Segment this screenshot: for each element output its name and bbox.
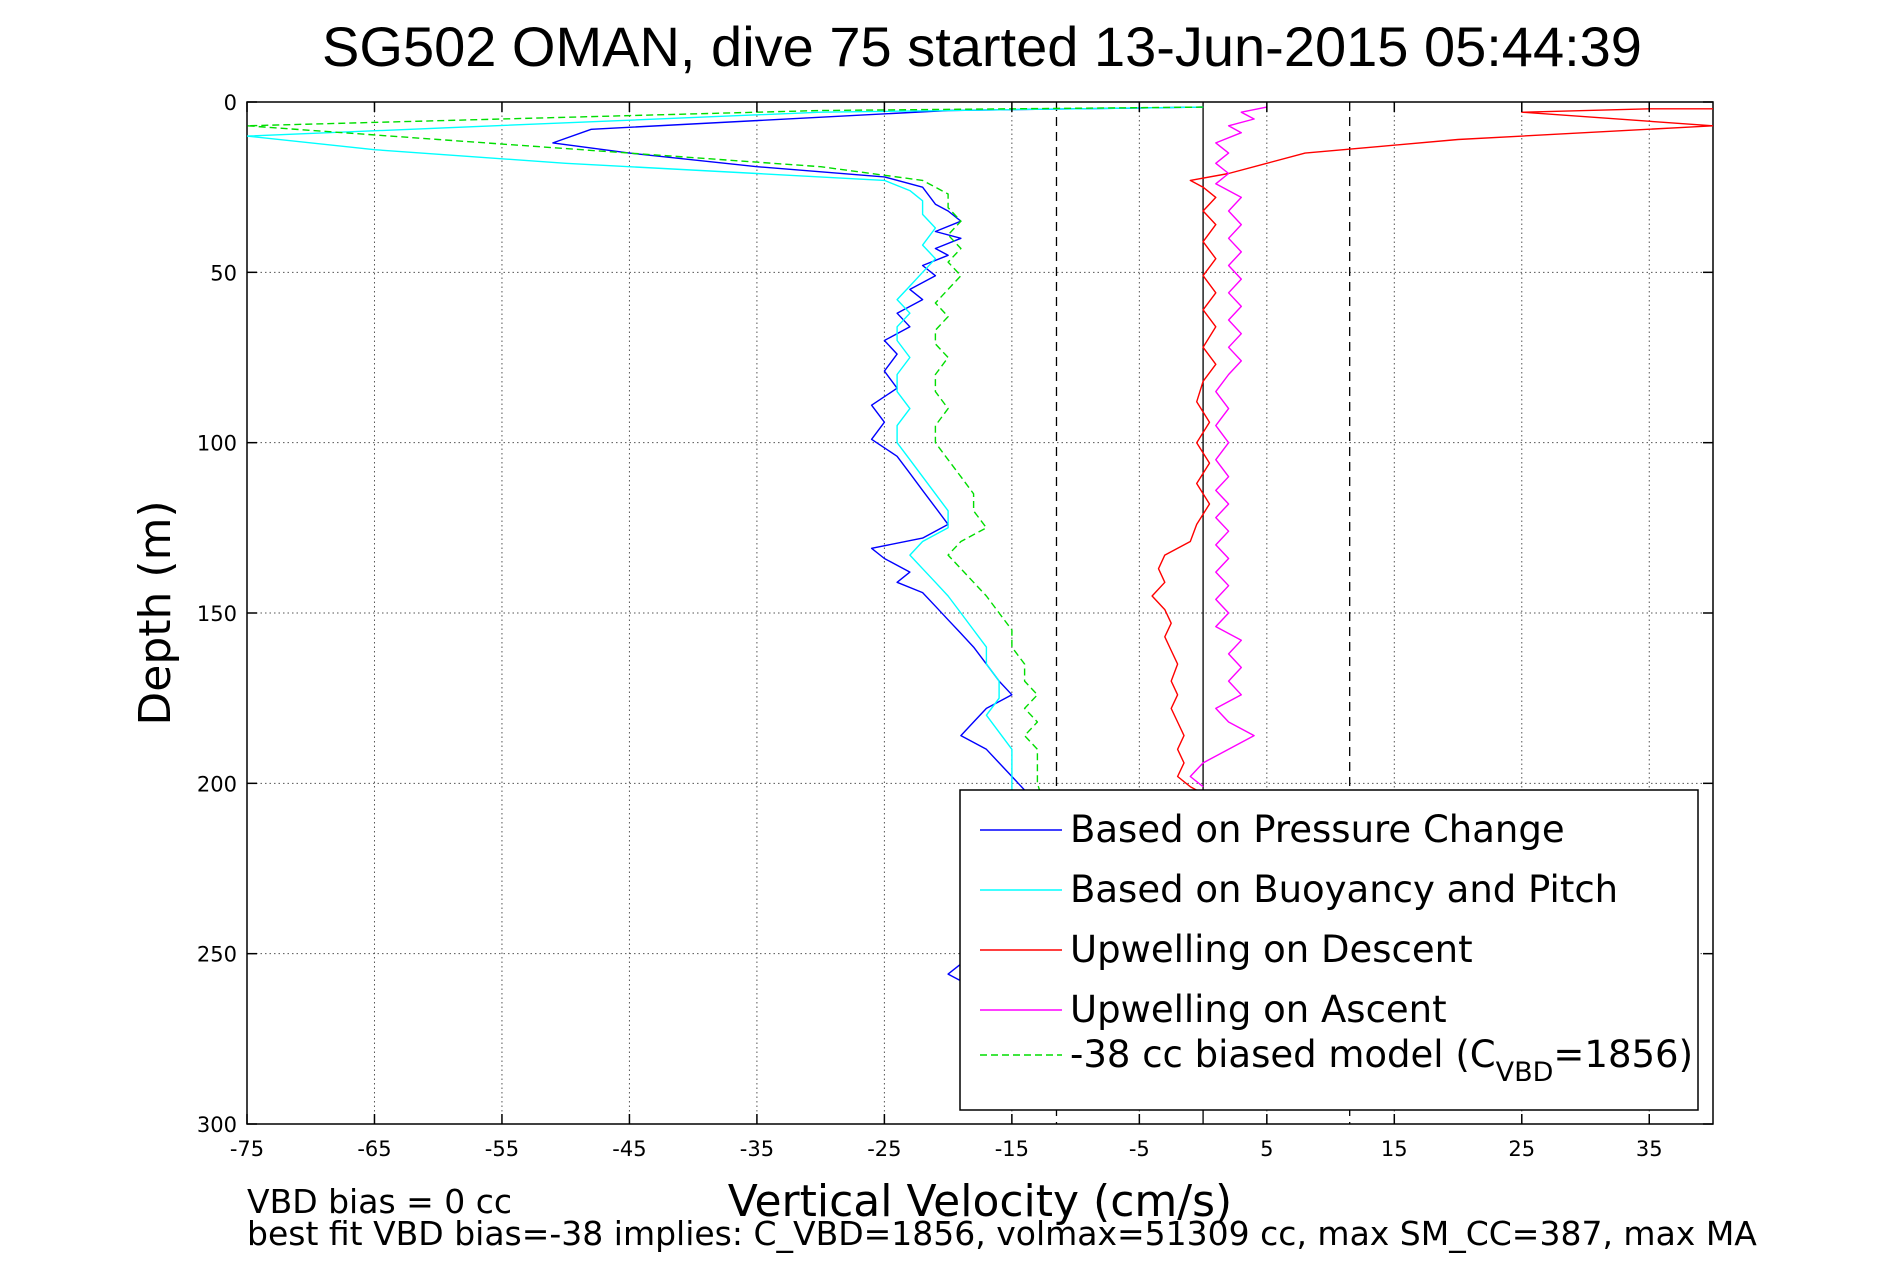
x-tick-label: 35: [1636, 1137, 1663, 1161]
y-tick-label: 0: [224, 91, 237, 115]
y-tick-label: 50: [210, 261, 237, 285]
legend-label: Based on Buoyancy and Pitch: [1070, 868, 1618, 911]
y-axis-label: Depth (m): [130, 500, 181, 725]
legend-subscript: VBD: [1496, 1057, 1554, 1088]
series-line-based-on-buoyancy-and-pitch: [247, 106, 1204, 981]
x-tick-label: -25: [867, 1137, 901, 1161]
y-tick-label: 250: [197, 943, 237, 967]
clipped-series: [247, 106, 1713, 982]
legend-box: [959, 789, 1699, 1111]
y-tick-label: 150: [197, 602, 237, 626]
legend-suffix: =1856): [1553, 1033, 1693, 1076]
x-tick-label: -45: [612, 1137, 646, 1161]
x-tick-label: -75: [230, 1137, 264, 1161]
footnote-vbd-bias: VBD bias = 0 cc: [247, 1182, 512, 1221]
legend-label: Based on Pressure Change: [1070, 808, 1565, 851]
x-tick-label: -15: [995, 1137, 1029, 1161]
y-tick-label: 100: [197, 432, 237, 456]
series-line-38-cc-biased-model-c: [247, 106, 1204, 852]
x-tick-label: 25: [1508, 1137, 1535, 1161]
x-tick-label: -65: [357, 1137, 391, 1161]
legend-label: Upwelling on Descent: [1070, 928, 1473, 971]
x-tick-label: -55: [485, 1137, 519, 1161]
y-tick-label: 200: [197, 772, 237, 796]
series-line-based-on-pressure-change: [552, 106, 1204, 982]
series-line-upwelling-on-descent: [1151, 108, 1713, 795]
x-axis-label: Vertical Velocity (cm/s): [728, 1176, 1232, 1227]
legend: Based on Pressure Change Based on Buoyanc…: [959, 789, 1699, 1111]
y-tick-label: 300: [197, 1113, 237, 1137]
x-tick-label: 15: [1381, 1137, 1408, 1161]
legend-label: Upwelling on Ascent: [1070, 988, 1447, 1031]
series-lines: [247, 106, 1713, 982]
series-line-upwelling-on-ascent: [1189, 106, 1267, 788]
axis-ticks: -75 -65 -55 -45 -35 -25 -15 -5 5 15 25 350501001502…: [197, 91, 1713, 1161]
x-tick-label: -5: [1129, 1137, 1150, 1161]
chart-title: SG502 OMAN, dive 75 started 13-Jun-2015 …: [322, 15, 1642, 78]
x-tick-label: 5: [1260, 1137, 1273, 1161]
x-tick-label: -35: [740, 1137, 774, 1161]
footnote-best-fit: best fit VBD bias=-38 implies: C_VBD=185…: [247, 1214, 1757, 1253]
